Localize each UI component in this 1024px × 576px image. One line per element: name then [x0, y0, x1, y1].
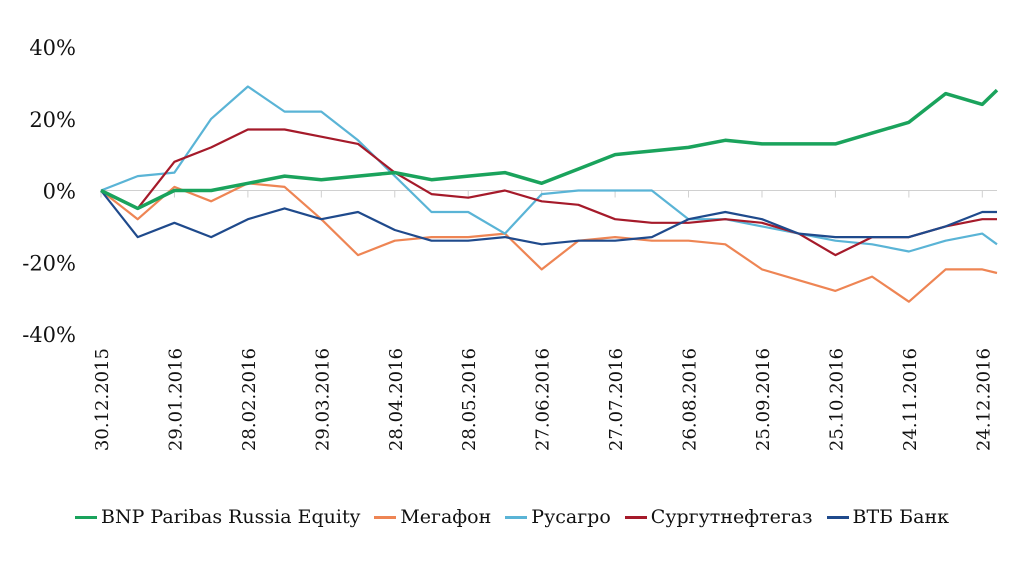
series-line-3 — [100, 128, 997, 257]
x-tick-label: 27.07.2016 — [606, 348, 627, 451]
y-tick-label: -20% — [22, 251, 76, 275]
x-tick-label: 24.12.2016 — [973, 348, 994, 451]
y-tick-label: 40% — [29, 36, 76, 60]
legend-item-bnp: BNP Paribas Russia Equity — [75, 506, 360, 528]
series-line-1 — [100, 182, 998, 303]
legend-swatch — [826, 515, 849, 519]
legend-item-rusagro: Русагро — [505, 506, 611, 528]
legend-item-vtb: ВТБ Банк — [826, 506, 949, 528]
legend-label: ВТБ Банк — [852, 506, 949, 528]
line-chart: 40% 20% 0% -20% -40% 30.12.2015 29.01.2016 28.0… — [22, 36, 999, 451]
x-tick-label: 24.11.2016 — [900, 348, 921, 451]
legend-label: BNP Paribas Russia Equity — [101, 506, 361, 528]
legend-label: Русагро — [531, 506, 611, 528]
legend-swatch — [374, 515, 397, 519]
x-tick-label: 29.01.2016 — [165, 348, 186, 451]
x-tick-label: 25.10.2016 — [826, 348, 847, 451]
series-line-0 — [100, 88, 999, 211]
series-line-2 — [100, 85, 998, 253]
x-tick-label: 28.04.2016 — [386, 348, 407, 451]
x-tick-label: 30.12.2015 — [92, 348, 113, 451]
x-tick-label: 27.06.2016 — [533, 348, 554, 451]
x-tick-label: 26.08.2016 — [680, 348, 701, 451]
legend-label: Мегафон — [400, 506, 492, 528]
x-tick-label: 28.02.2016 — [239, 348, 260, 451]
legend-item-megafon: Мегафон — [374, 506, 491, 528]
x-tick-label: 25.09.2016 — [753, 348, 774, 451]
legend-label: Сургутнефтегаз — [650, 506, 813, 528]
x-tick-label: 28.05.2016 — [459, 348, 480, 451]
x-tick-label: 29.03.2016 — [312, 348, 333, 451]
legend: BNP Paribas Russia Equity Мегафон Русагр… — [0, 506, 1024, 528]
legend-item-surgut: Сургутнефтегаз — [624, 506, 813, 528]
y-tick-label: 0% — [43, 180, 76, 204]
legend-swatch — [505, 515, 528, 519]
series-line-4 — [100, 189, 997, 246]
y-tick-label: -40% — [22, 323, 76, 347]
legend-swatch — [75, 515, 98, 519]
y-tick-label: 20% — [29, 108, 76, 132]
legend-swatch — [624, 515, 647, 519]
